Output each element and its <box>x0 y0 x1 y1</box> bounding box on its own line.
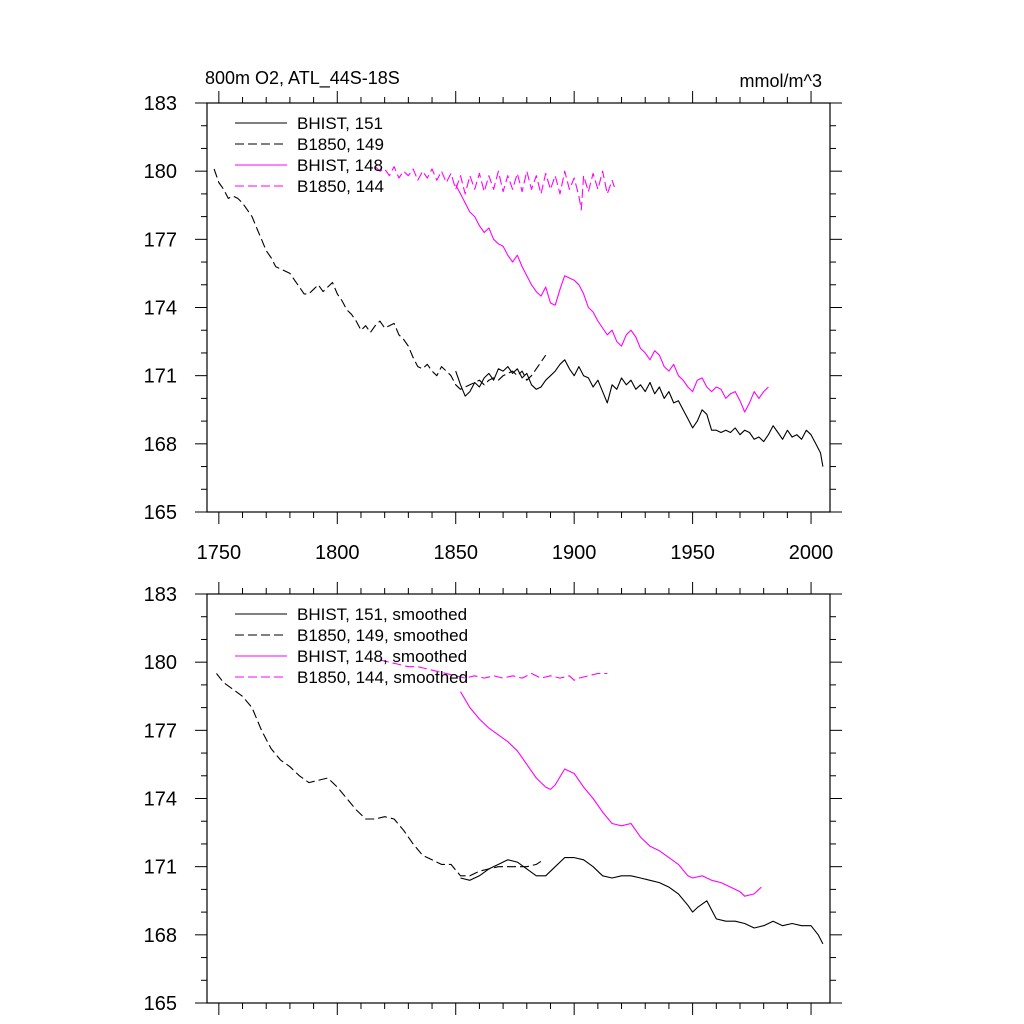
legend-label: B1850, 144, smoothed <box>297 668 468 687</box>
unit-label: mmol/m^3 <box>740 71 822 91</box>
legend-label: BHIST, 151 <box>297 114 383 133</box>
series-line-4 <box>374 166 615 211</box>
chart-panel-1: 1750 1800 1850 1900 1950 2000 165 168 171 174 177 1… <box>144 68 842 564</box>
y-tick-label: 165 <box>144 502 177 524</box>
y-tick-label: 177 <box>144 720 177 742</box>
legend-label: B1850, 144 <box>297 177 384 196</box>
y-tick-label: 174 <box>144 298 177 320</box>
legend-label: B1850, 149 <box>297 135 384 154</box>
series-line-1 <box>455 359 824 467</box>
legend-label: BHIST, 151, smoothed <box>297 605 467 624</box>
y-tick-label: 171 <box>144 366 177 388</box>
y-tick-label: 174 <box>144 789 177 811</box>
x-tick-label: 1850 <box>433 542 478 564</box>
x-tick-label: 2000 <box>789 542 834 564</box>
series-line-3 <box>455 184 769 413</box>
y-tick-label: 180 <box>144 652 177 674</box>
series-line-1 <box>460 857 824 945</box>
x-tick-label: 1900 <box>552 542 597 564</box>
y-tick-label: 168 <box>144 434 177 456</box>
y-tick-label: 180 <box>144 161 177 183</box>
series-line-3 <box>460 691 762 897</box>
legend-label: B1850, 149, smoothed <box>297 626 468 645</box>
series-line-4 <box>379 659 608 681</box>
x-tick-label: 1800 <box>315 542 360 564</box>
x-tick-label: 1950 <box>670 542 715 564</box>
y-tick-label: 177 <box>144 229 177 251</box>
y-tick-label: 171 <box>144 857 177 879</box>
chart-title: 800m O2, ATL_44S-18S <box>205 68 400 89</box>
legend-label: BHIST, 148, smoothed <box>297 647 467 666</box>
chart-panel-2: 165 168 171 174 177 180 183 BHIST, 151, smoothe… <box>144 582 842 1015</box>
series-line-2 <box>216 673 544 877</box>
y-tick-label: 168 <box>144 925 177 947</box>
legend-label: BHIST, 148 <box>297 156 383 175</box>
y-tick-label: 165 <box>144 993 177 1015</box>
y-tick-label: 183 <box>144 93 177 115</box>
series-line-2 <box>213 168 547 390</box>
x-tick-label: 1750 <box>197 542 242 564</box>
y-tick-label: 183 <box>144 584 177 606</box>
